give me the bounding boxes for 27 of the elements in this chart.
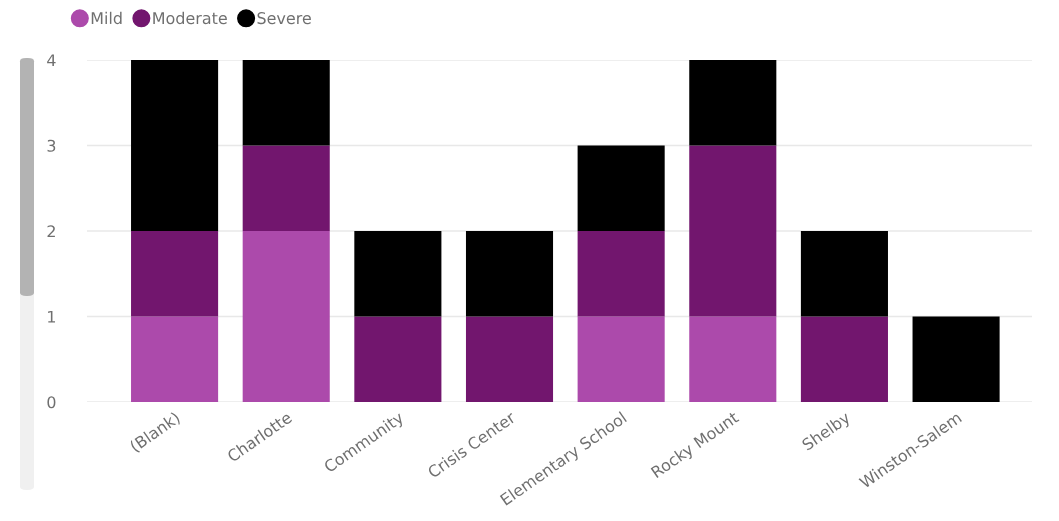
y-tick-label: 1 — [48, 310, 56, 323]
bar — [354, 316, 442, 402]
bar — [465, 231, 554, 317]
legend-label: Mild — [91, 11, 122, 25]
bar — [577, 145, 665, 232]
bar — [242, 145, 330, 232]
bar — [242, 231, 330, 402]
bar — [800, 316, 888, 402]
legend-label: Moderate — [153, 11, 227, 25]
bar — [131, 60, 219, 232]
legend-label: Severe — [257, 12, 311, 25]
bar — [242, 60, 330, 146]
bar — [465, 316, 554, 402]
y-tick-label: 4 — [47, 54, 56, 67]
bar — [912, 316, 1000, 402]
bar — [689, 145, 777, 317]
bar — [577, 316, 665, 402]
y-tick-label: 3 — [47, 139, 56, 152]
y-tick-label: 0 — [47, 396, 56, 409]
bar — [577, 231, 665, 317]
y-tick-label: 2 — [47, 225, 55, 238]
bar — [800, 231, 888, 317]
bar — [689, 60, 777, 146]
bar — [689, 316, 777, 402]
bar — [354, 231, 442, 317]
bar — [131, 316, 219, 402]
bar — [131, 231, 219, 317]
